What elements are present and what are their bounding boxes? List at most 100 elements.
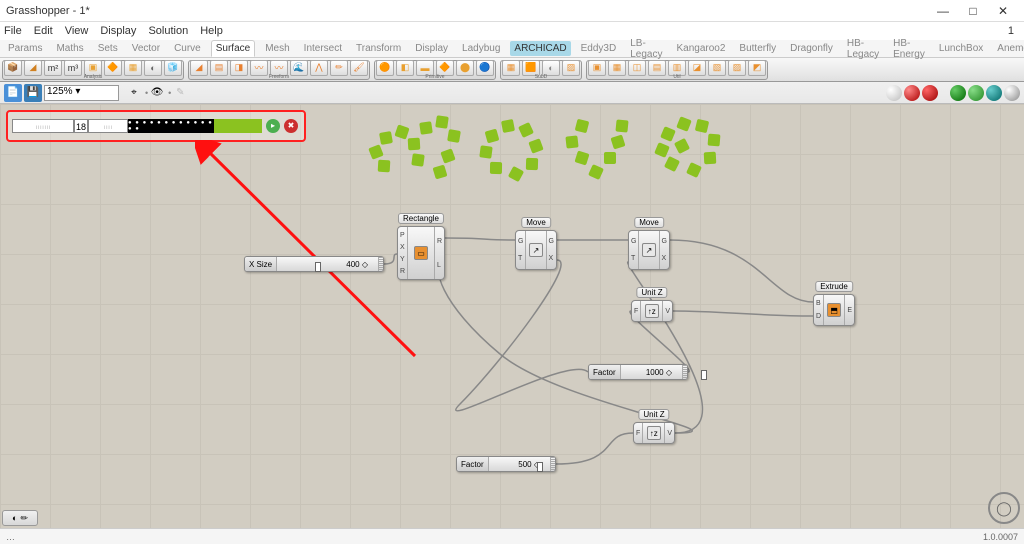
tool-icon[interactable]: ✏ [330,60,348,76]
eye-icon[interactable]: 👁 [148,84,166,102]
tab-params[interactable]: Params [4,41,46,56]
tool-icon[interactable]: ◪ [688,60,706,76]
tool-icon[interactable]: 🔵 [476,60,494,76]
tool-icon[interactable]: 🟧 [522,60,540,76]
tool-icon[interactable]: ◨ [230,60,248,76]
node-inputs[interactable]: BD [814,295,824,325]
menu-display[interactable]: Display [100,25,136,37]
node-inputs[interactable]: F [632,301,641,321]
view-sphere-4[interactable] [968,85,984,101]
node-outputs[interactable]: GX [546,231,556,269]
slider-handle[interactable] [537,462,543,472]
tool-icon[interactable]: ▥ [668,60,686,76]
tool-icon[interactable]: 🔶 [104,60,122,76]
tab-mesh[interactable]: Mesh [261,41,293,56]
menu-view[interactable]: View [65,25,89,37]
menu-file[interactable]: File [4,25,22,37]
pen-icon[interactable]: ✎ [171,84,189,102]
tool-icon[interactable]: ▦ [502,60,520,76]
tab-anemone[interactable]: Anemone [993,41,1024,56]
tab-lunchbox[interactable]: LunchBox [935,41,987,56]
tool-icon[interactable]: ◢ [24,60,42,76]
view-sphere-2[interactable] [922,85,938,101]
node-extrude[interactable]: ExtrudeBD⬒E [813,294,855,326]
tool-icon[interactable]: ⬤ [456,60,474,76]
node-unitz-2[interactable]: Unit ZF↑zV [633,422,675,444]
maximize-button[interactable]: □ [958,0,988,22]
node-inputs[interactable]: GT [629,231,639,269]
tool-icon[interactable]: ▦ [124,60,142,76]
node-outputs[interactable]: RL [434,227,444,279]
tab-kangaroo2[interactable]: Kangaroo2 [672,41,729,56]
minimize-button[interactable]: — [928,0,958,22]
menu-help[interactable]: Help [200,25,223,37]
tool-icon[interactable]: ⋀ [310,60,328,76]
canvas-corner-toggle[interactable]: ◐ ✏ [2,510,38,526]
tool-icon[interactable]: ◢ [190,60,208,76]
tab-archicad[interactable]: ARCHICAD [510,41,570,56]
zoom-select[interactable]: 125% ▾ [44,85,119,101]
navigation-compass[interactable]: ◯ [988,492,1020,524]
tool-icon[interactable]: ▦ [608,60,626,76]
view-sphere-0[interactable] [886,85,902,101]
node-inputs[interactable]: GT [516,231,526,269]
focus-icon[interactable]: ⌖ [125,84,143,102]
slider-factor-1[interactable]: Factor1000 ◇ [588,364,688,380]
view-sphere-1[interactable] [904,85,920,101]
tool-icon[interactable]: m² [44,60,62,76]
slider-stop-button[interactable]: ✖ [284,119,298,133]
node-inputs[interactable]: PXYR [398,227,408,279]
slider-play-button[interactable]: ▸ [266,119,280,133]
slider-grip[interactable] [682,365,687,379]
tool-icon[interactable]: ◐ [542,60,560,76]
tool-icon[interactable]: ◐ [144,60,162,76]
tool-icon[interactable]: 🧊 [164,60,182,76]
tool-icon[interactable]: ▤ [210,60,228,76]
node-move-2[interactable]: MoveGT↗GX [628,230,670,270]
save-icon[interactable]: 💾 [24,84,42,102]
tab-hb-legacy[interactable]: HB-Legacy [843,36,883,62]
slider-dots-track[interactable]: ● ● ● ● ● ● ● ● ● ● ● ● ● ● [128,119,214,133]
tool-icon[interactable]: ▣ [84,60,102,76]
tab-surface[interactable]: Surface [211,40,255,57]
tool-icon[interactable]: m³ [64,60,82,76]
tab-intersect[interactable]: Intersect [300,41,346,56]
menu-edit[interactable]: Edit [34,25,53,37]
tool-icon[interactable]: 〰 [250,60,268,76]
node-outputs[interactable]: E [844,295,854,325]
tab-butterfly[interactable]: Butterfly [735,41,780,56]
file-icon[interactable]: 📄 [4,84,22,102]
tab-display[interactable]: Display [411,41,452,56]
tool-icon[interactable]: 📦 [4,60,22,76]
view-sphere-5[interactable] [986,85,1002,101]
tool-icon[interactable]: ▧ [708,60,726,76]
menu-solution[interactable]: Solution [148,25,188,37]
slider-factor-2[interactable]: Factor500 ◇ [456,456,556,472]
node-outputs[interactable]: V [662,301,672,321]
tool-icon[interactable]: 〰 [270,60,288,76]
node-inputs[interactable]: F [634,423,643,443]
tool-icon[interactable]: ▨ [728,60,746,76]
tool-icon[interactable]: ▣ [588,60,606,76]
tool-icon[interactable]: ▬ [416,60,434,76]
view-sphere-3[interactable] [950,85,966,101]
slider-xsize[interactable]: X Size400 ◇ [244,256,384,272]
tool-icon[interactable]: 🖌 [350,60,368,76]
node-move-1[interactable]: MoveGT↗GX [515,230,557,270]
slider-ruler[interactable]: | | | | | | | [12,119,74,133]
tool-icon[interactable]: ▤ [648,60,666,76]
tab-hb-energy[interactable]: HB-Energy [889,36,929,62]
tab-sets[interactable]: Sets [94,41,122,56]
tab-dragonfly[interactable]: Dragonfly [786,41,837,56]
tab-ladybug[interactable]: Ladybug [458,41,504,56]
tab-vector[interactable]: Vector [128,41,164,56]
slider-value-display[interactable]: 18 [74,119,88,133]
tab-maths[interactable]: Maths [52,41,87,56]
tool-icon[interactable]: 🌊 [290,60,308,76]
slider-grip[interactable] [550,457,555,471]
tool-icon[interactable]: ▨ [562,60,580,76]
slider-handle[interactable] [315,262,321,272]
tool-icon[interactable]: ◧ [396,60,414,76]
tab-eddy3d[interactable]: Eddy3D [577,41,621,56]
node-unitz-1[interactable]: Unit ZF↑zV [631,300,673,322]
